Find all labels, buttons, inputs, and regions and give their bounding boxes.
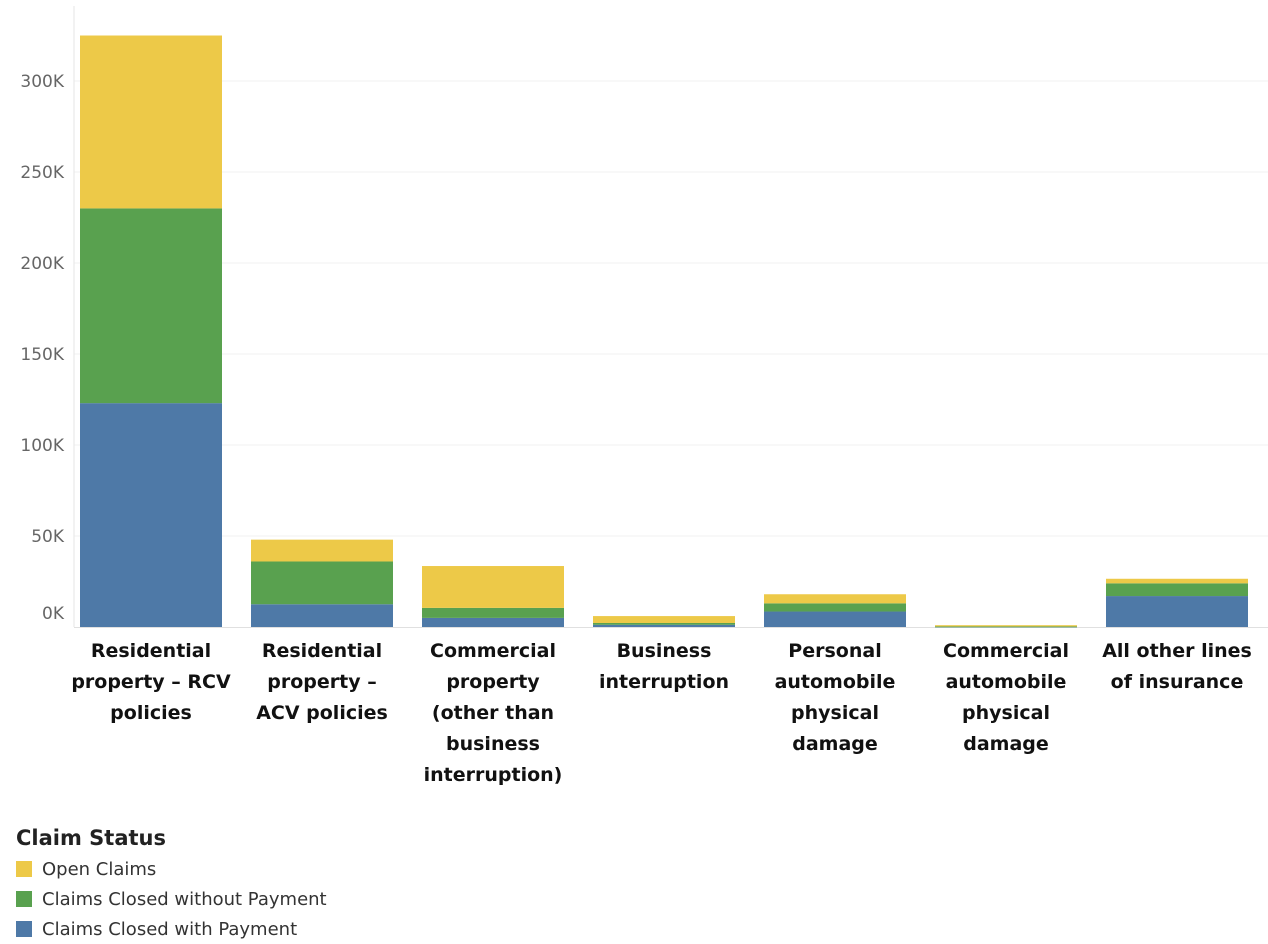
bar-segment-claims-closed-with-payment-7[interactable] — [1106, 596, 1248, 627]
bar-segment-claims-closed-without-payment-4[interactable] — [593, 622, 735, 625]
bar-segment-claims-closed-without-payment-2[interactable] — [251, 561, 393, 605]
bar-segment-claims-closed-with-payment-4[interactable] — [593, 624, 735, 627]
x-tick-label-line: Commercial — [943, 640, 1069, 662]
x-tick-label-line: automobile — [774, 671, 896, 693]
x-tick-label-line: Personal — [788, 640, 882, 662]
x-tick-label-line: business — [446, 733, 540, 755]
y-tick-label: 300K — [20, 72, 64, 92]
legend: Claim Status Open Claims Claims Closed w… — [16, 826, 327, 944]
x-tick-label-line: All other lines — [1102, 640, 1252, 662]
x-tick-label: Residential property – ACV policies — [237, 636, 407, 729]
bar-segment-claims-closed-without-payment-3[interactable] — [422, 607, 564, 618]
bar-segment-claims-closed-with-payment-1[interactable] — [80, 403, 222, 627]
x-tick-label-line: property – RCV — [71, 671, 231, 693]
y-tick-label: 0K — [42, 604, 65, 624]
legend-item-open-claims[interactable]: Open Claims — [16, 854, 327, 884]
x-tick-label-line: Residential — [261, 640, 383, 662]
x-tick-label-line: Residential — [90, 640, 212, 662]
x-tick-label: Business interruption — [579, 636, 749, 698]
x-tick-label: All other lines of insurance — [1092, 636, 1262, 698]
x-tick-label-line: damage — [963, 733, 1049, 755]
bar-segment-open-claims-2[interactable] — [251, 539, 393, 562]
bar-segment-open-claims-7[interactable] — [1106, 578, 1248, 584]
bar-segment-open-claims-1[interactable] — [80, 35, 222, 209]
x-tick-label-line: of insurance — [1110, 671, 1244, 693]
legend-swatch-open-claims — [16, 861, 32, 877]
y-tick-label: 100K — [20, 436, 64, 456]
x-tick-label-line: (other than — [431, 702, 555, 724]
x-tick-label-line: damage — [792, 733, 878, 755]
x-tick-label: Commercial property (other than business int… — [408, 636, 578, 791]
bar-segment-claims-closed-without-payment-1[interactable] — [80, 208, 222, 404]
bar-segment-claims-closed-without-payment-6[interactable] — [935, 626, 1077, 628]
bar-segment-open-claims-4[interactable] — [593, 616, 735, 623]
y-tick-label: 200K — [20, 254, 64, 274]
bar-segment-open-claims-3[interactable] — [422, 566, 564, 608]
legend-label-closed-without-payment: Claims Closed without Payment — [42, 888, 327, 910]
y-axis: 0K 50K 100K 150K 200K 250K 300K — [20, 6, 1268, 628]
legend-label-open-claims: Open Claims — [42, 858, 157, 880]
x-tick-label-line: ACV policies — [256, 702, 388, 724]
x-tick-label-line: automobile — [945, 671, 1067, 693]
x-tick-label: Residential property – RCV policies — [66, 636, 236, 729]
bar-segment-claims-closed-with-payment-5[interactable] — [764, 611, 906, 627]
legend-swatch-closed-without-payment — [16, 891, 32, 907]
legend-item-closed-without-payment[interactable]: Claims Closed without Payment — [16, 884, 327, 914]
x-tick-label: Commercial automobile physical damage — [921, 636, 1091, 760]
bar-segment-claims-closed-without-payment-5[interactable] — [764, 603, 906, 612]
y-tick-label: 150K — [20, 345, 64, 365]
y-tick-label: 250K — [20, 163, 64, 183]
legend-item-closed-with-payment[interactable]: Claims Closed with Payment — [16, 914, 327, 944]
x-tick-label: Personal automobile physical damage — [750, 636, 920, 760]
bar-segment-claims-closed-without-payment-7[interactable] — [1106, 583, 1248, 597]
x-tick-label-line: interruption — [598, 671, 730, 693]
legend-swatch-closed-with-payment — [16, 921, 32, 937]
x-tick-label-line: physical — [791, 702, 879, 724]
x-tick-label-line: physical — [962, 702, 1050, 724]
bar-segment-claims-closed-with-payment-2[interactable] — [251, 604, 393, 627]
x-tick-label-line: Business — [616, 640, 712, 662]
x-tick-label-line: property — [446, 671, 540, 693]
legend-label-closed-with-payment: Claims Closed with Payment — [42, 918, 298, 940]
bar-segment-open-claims-6[interactable] — [935, 625, 1077, 627]
bars — [80, 35, 1248, 628]
gridlines — [74, 80, 1268, 537]
y-tick-label: 50K — [31, 527, 65, 547]
x-tick-label-line: property – — [267, 671, 377, 693]
bar-segment-open-claims-5[interactable] — [764, 594, 906, 604]
legend-title: Claim Status — [16, 826, 166, 850]
bar-segment-claims-closed-with-payment-3[interactable] — [422, 617, 564, 627]
x-tick-label-line: interruption) — [423, 764, 563, 786]
x-tick-label-line: Commercial — [430, 640, 556, 662]
x-tick-label-line: policies — [110, 702, 192, 724]
